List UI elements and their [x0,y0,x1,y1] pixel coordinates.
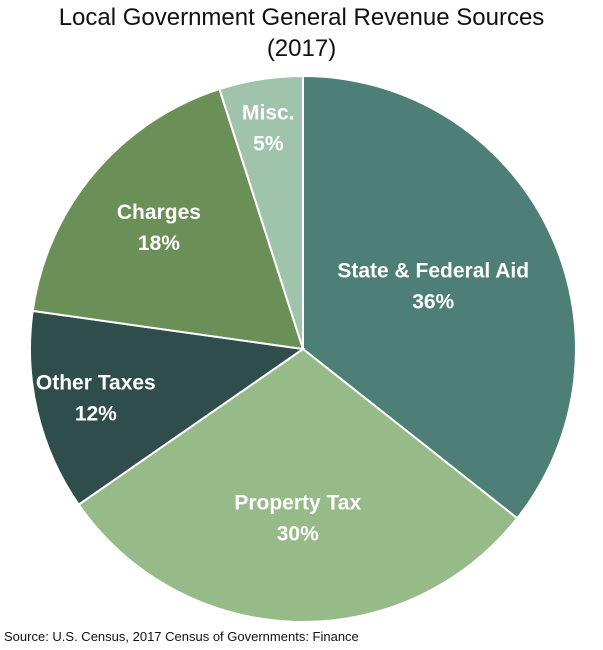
pie-value-other-taxes: 12% [75,403,117,426]
pie-slice-state-federal-aid [302,74,577,520]
pie-label-other-taxes: Other Taxes [36,372,156,395]
pie-slices [29,74,577,623]
chart-title: Local Government General Revenue Sources… [0,2,603,64]
pie-slice-other-taxes [29,309,306,507]
pie-label-property-tax: Property Tax [234,492,361,515]
chart-title-line-1: Local Government General Revenue Sources [58,4,545,31]
pie-value-state-federal-aid: 36% [412,290,454,313]
pie-slice-charges [31,87,305,351]
pie-value-charges: 18% [138,232,180,255]
pie-label-misc: Misc. [242,101,295,124]
pie-slice-misc [218,74,304,350]
pie-label-charges: Charges [117,201,201,224]
pie-value-property-tax: 30% [277,523,319,546]
pie-labels: State & Federal Aid 36% Property Tax 30% Oth… [36,101,529,545]
pie-slice-property-tax [77,347,519,623]
pie-value-misc: 5% [253,132,284,155]
chart-title-line-2: (2017) [266,35,337,62]
pie-label-state-federal-aid: State & Federal Aid [337,259,529,282]
source-note: Source: U.S. Census, 2017 Census of Gove… [4,629,359,644]
